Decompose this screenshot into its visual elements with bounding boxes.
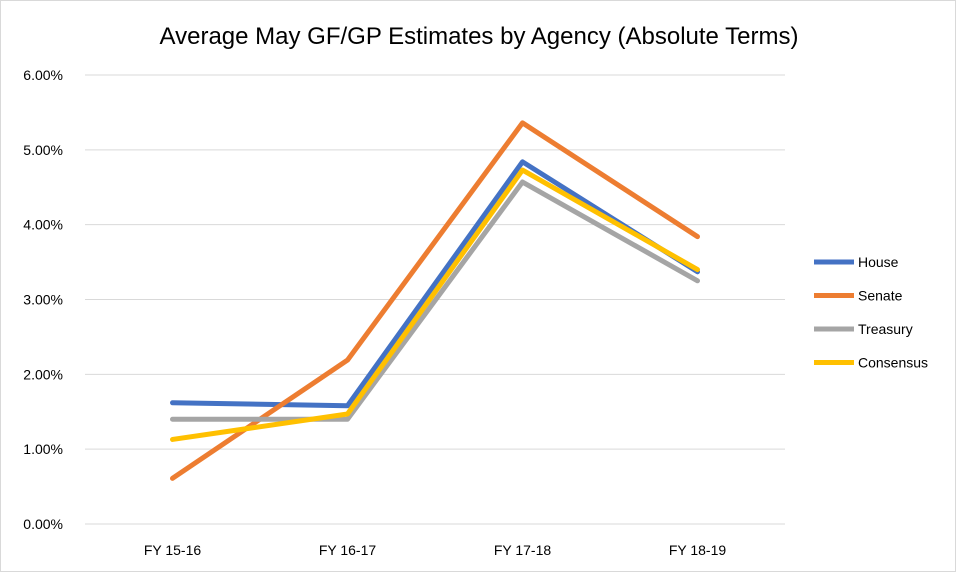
y-tick-label: 4.00% xyxy=(23,217,63,233)
y-tick-label: 5.00% xyxy=(23,142,63,158)
series-line-house xyxy=(170,159,700,409)
x-axis-tick-labels: FY 15-16 FY 16-17 FY 17-18 FY 18-19 xyxy=(144,542,727,558)
y-tick-label: 1.00% xyxy=(23,441,63,457)
x-tick-label: FY 17-18 xyxy=(494,542,552,558)
y-tick-label: 0.00% xyxy=(23,516,63,532)
x-tick-label: FY 15-16 xyxy=(144,542,202,558)
legend-label-senate: Senate xyxy=(858,288,903,304)
x-tick-label: FY 16-17 xyxy=(319,542,377,558)
legend-label-consensus: Consensus xyxy=(858,355,928,371)
gridlines xyxy=(85,74,785,525)
legend-label-treasury: Treasury xyxy=(858,321,913,337)
series-line-treasury xyxy=(170,179,700,422)
legend: House Senate Treasury Consensus xyxy=(814,254,928,371)
y-axis-tick-labels: 0.00% 1.00% 2.00% 3.00% 4.00% 5.00% 6.00% xyxy=(23,67,63,532)
chart-title: Average May GF/GP Estimates by Agency (A… xyxy=(160,23,799,50)
y-tick-label: 3.00% xyxy=(23,292,63,308)
x-tick-label: FY 18-19 xyxy=(669,542,727,558)
series-lines xyxy=(170,120,700,481)
legend-label-house: House xyxy=(858,254,899,270)
y-tick-label: 6.00% xyxy=(23,67,63,83)
series-line-consensus xyxy=(170,167,700,442)
y-tick-label: 2.00% xyxy=(23,366,63,382)
